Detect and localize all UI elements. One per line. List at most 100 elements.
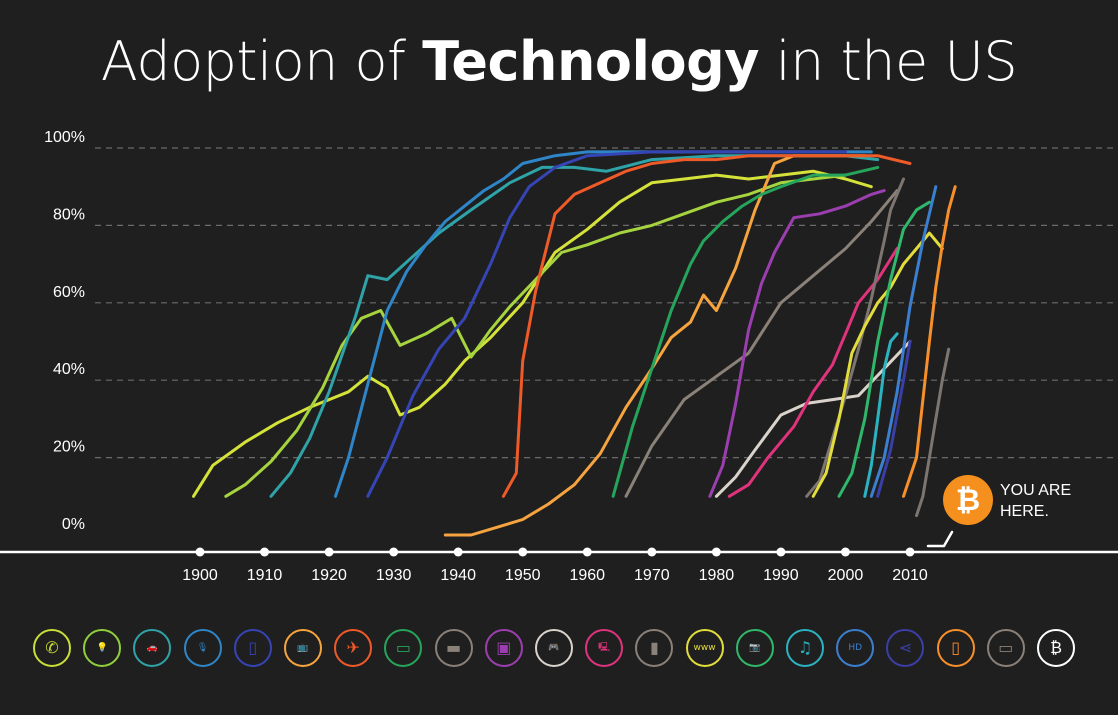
series-line-personal-computer [727,247,899,498]
y-tick-label: 60% [53,284,85,301]
social-media-glyph: ⋖ [898,638,913,657]
you-are-here-label: YOU ARE HERE. [1000,480,1071,522]
x-tick-label: 2010 [892,567,928,584]
tablet-icon: ▭ [986,629,1025,667]
lightbulb-icon: 💡 [83,629,122,667]
television-glyph: 📺 [297,642,309,653]
computer-glyph: ▭ [395,638,411,657]
x-tick-label: 2000 [828,567,864,584]
series-line-digital-camera [837,200,931,498]
you-are-here-line-2: HERE. [1000,503,1049,520]
page-title: Adoption of Technology in the US [0,22,1118,102]
series-line-car [269,154,880,498]
x-tick-dot [260,547,270,557]
telephone-icon: ✆ [33,629,71,667]
x-axis: 1900 1910 1920 1930 1940 1950 1960 1970 1980 1990… [0,547,1118,584]
series-line-social-media [876,340,912,498]
cell-phone-icon: ▮ [635,629,674,667]
x-tick-dot [905,547,915,557]
y-tick-label: 20% [53,439,85,456]
tablet-glyph: ▭ [998,638,1014,657]
series-line-game-console [714,340,912,498]
airplane-glyph: ✈ [346,638,360,657]
smartphone-icon: ▯ [936,629,975,667]
vcr-glyph: ▣ [496,638,512,657]
grid-lines [95,147,1118,459]
x-tick-label: 1920 [311,567,347,584]
radio-icon: 🎙 [183,629,222,667]
x-tick-label: 1930 [376,567,412,584]
radio-glyph: 🎙 [196,642,209,653]
y-tick-label: 0% [62,516,85,533]
series-line-smartphone [902,185,957,498]
digital-camera-icon: 📷 [735,629,774,667]
computer-icon: ▭ [384,629,423,667]
x-tick-label: 1910 [247,567,283,584]
technology-icon-legend: ✆ 💡 🚗 🎙 ▯ 📺 ✈ ▭ ▬ ▣ 🎮 🖳 ▮ www 📷 ♫ HD ⋖ ▯ ▭ ₿ [33,629,1093,673]
you-are-here-marker [926,530,954,548]
mp3-player-glyph: ♫ [797,638,813,657]
series-line-airplane [501,154,912,498]
game-console-glyph: 🎮 [548,642,560,653]
x-tick-dot [840,547,850,557]
adoption-line-chart: 0%20%40%60%80%100% 1900 1910 1920 1930 1940 1… [0,129,1118,584]
car-glyph: 🚗 [146,642,158,653]
you-are-here-pointer [926,530,954,548]
bitcoin-icon: ₿ [1037,629,1075,667]
series-line-computer [611,165,880,498]
y-tick-label: 80% [53,206,85,223]
car-icon: 🚗 [133,629,172,667]
series-line-telephone [192,169,873,498]
airplane-icon: ✈ [334,629,373,667]
series-line-credit-card [624,189,899,498]
x-tick-label: 1990 [763,567,799,584]
series-line-refrigerator [366,150,847,498]
x-tick-label: 1900 [182,567,218,584]
y-tick-label: 100% [44,129,85,146]
x-tick-dot [453,547,463,557]
game-console-icon: 🎮 [535,629,573,667]
television-icon: 📺 [284,629,322,667]
x-tick-dot [776,547,786,557]
series-line-hdtv [869,185,938,498]
series-line-television [443,154,867,537]
series-line-radio [334,150,873,498]
refrigerator-icon: ▯ [233,629,272,667]
personal-computer-glyph: 🖳 [598,642,611,653]
series-line-internet [811,231,944,498]
x-tick-dot [324,547,334,557]
x-tick-label: 1960 [569,567,605,584]
x-tick-dot [195,547,205,557]
x-tick-dot [647,547,657,557]
title-part-1: Adoption of [100,30,406,93]
personal-computer-icon: 🖳 [585,629,624,667]
y-axis-ticks: 0% 20% 40% 60% 80% 100% [44,129,85,533]
bitcoin-symbol: ₿ [955,482,981,518]
series-line-cell-phone [805,177,905,498]
x-tick-dot [518,547,528,557]
x-tick-label: 1950 [505,567,541,584]
x-tick-label: 1980 [699,567,735,584]
bitcoin-glyph: ₿ [1050,638,1062,657]
telephone-glyph: ✆ [45,638,59,657]
x-tick-label: 1970 [634,567,670,584]
title-part-3: in the US [775,30,1018,93]
series-line-lightbulb [224,173,847,498]
series-line-mp3-player [863,332,899,498]
series-line-tablet [915,347,951,518]
smartphone-glyph: ▯ [951,638,960,657]
credit-card-glyph: ▬ [446,638,462,657]
series-line-vcr [708,189,886,498]
social-media-icon: ⋖ [886,629,925,667]
title-part-2: Technology [422,30,759,93]
refrigerator-glyph: ▯ [248,638,258,657]
internet-icon: www [685,629,724,667]
hdtv-glyph: HD [848,642,863,653]
x-tick-label: 1940 [440,567,476,584]
x-tick-dot [711,547,721,557]
hdtv-icon: HD [836,629,875,667]
you-are-here-line-1: YOU ARE [1000,482,1072,499]
vcr-icon: ▣ [484,629,523,667]
series-lines [192,150,957,537]
credit-card-icon: ▬ [434,629,473,667]
